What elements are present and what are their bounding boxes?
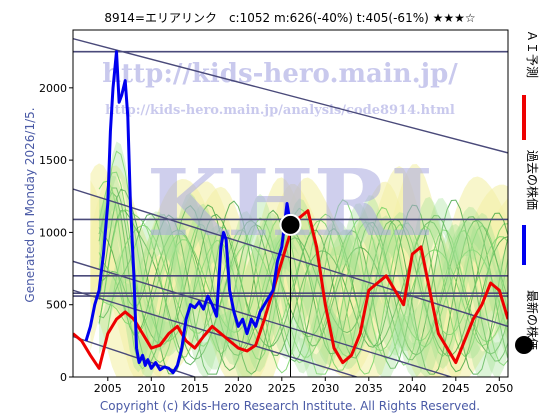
y-tick-label: 500 — [46, 299, 67, 312]
legend-label: 過去の株価 — [525, 150, 540, 210]
simulation-bands — [90, 141, 508, 377]
latest-marker-layer — [279, 213, 302, 377]
y-tick-label: 2000 — [39, 82, 67, 95]
generated-date-label: Generated on Monday 2026/1/5. — [23, 107, 37, 302]
watermark-url-analysis: http://kids-hero.main.jp/analysis/code89… — [105, 103, 455, 118]
y-axis: 0 500 1000 1500 2000 — [39, 82, 73, 384]
watermark: KHRI http://kids-hero.main.jp/ http://ki… — [102, 59, 458, 257]
trend-line — [73, 335, 198, 377]
y-tick-label: 0 — [60, 371, 67, 384]
simulation-trace — [98, 187, 508, 375]
y-tick-label: 1500 — [39, 154, 67, 167]
x-tick-label: 2045 — [442, 382, 470, 395]
x-tick-label: 2015 — [181, 382, 209, 395]
watermark-url: http://kids-hero.main.jp/ — [102, 59, 458, 89]
x-tick-label: 2040 — [398, 382, 426, 395]
copyright-footer: Copyright (c) Kids-Hero Research Institu… — [100, 399, 480, 413]
simulation-trace — [98, 199, 508, 372]
forecast-band-green — [99, 196, 508, 377]
legend-label: ＡＩ予測 — [525, 30, 539, 78]
x-axis: 2005 2010 2015 2020 2025 2030 2035 2040 2045 2050 — [94, 377, 513, 395]
x-tick-label: 2050 — [485, 382, 513, 395]
simulation-trace — [98, 200, 508, 373]
legend-label: 最新の株価 — [525, 290, 540, 350]
simulation-trace — [98, 213, 508, 375]
legend-swatch — [515, 336, 533, 354]
x-tick-label: 2010 — [137, 382, 165, 395]
series-past-price — [84, 50, 292, 375]
x-tick-label: 2035 — [355, 382, 383, 395]
x-tick-label: 2020 — [224, 382, 252, 395]
simulation-trace — [98, 214, 508, 375]
latest-price-point — [279, 213, 302, 236]
x-tick-label: 2025 — [268, 382, 296, 395]
forecast-band-green — [99, 197, 508, 377]
forecast-band-green — [99, 193, 508, 377]
simulation-trace — [98, 213, 508, 374]
x-tick-label: 2030 — [311, 382, 339, 395]
forecast-band-green — [99, 175, 508, 377]
trend-line — [73, 37, 508, 154]
simulation-trace — [98, 188, 508, 375]
y-tick-label: 1000 — [39, 226, 67, 239]
x-tick-label: 2005 — [94, 382, 122, 395]
simulation-trace — [98, 180, 508, 375]
chart-title: 8914=エリアリンク c:1052 m:626(-40%) t:405(-61… — [104, 11, 475, 25]
forecast-band-green — [99, 191, 508, 377]
